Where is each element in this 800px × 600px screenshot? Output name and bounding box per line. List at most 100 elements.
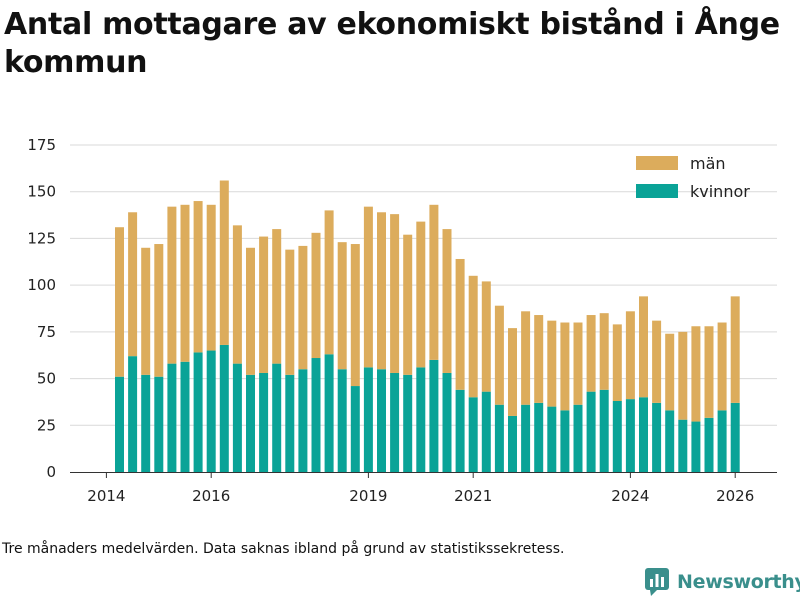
bar-kvinnor (390, 372, 400, 472)
bar-man (219, 180, 229, 345)
x-tick-label: 2014 (87, 487, 125, 505)
bar-kvinnor (403, 374, 413, 472)
bar-man (573, 322, 583, 405)
footnote: Tre månaders medelvärden. Data saknas ib… (2, 541, 565, 557)
bar-man (586, 315, 596, 392)
bar-man (154, 244, 164, 377)
bar-kvinnor (232, 363, 242, 472)
bar-kvinnor (206, 350, 216, 472)
bar-man (560, 322, 570, 411)
bar-man (717, 322, 727, 411)
brand-name: Newsworthy (677, 571, 800, 593)
chart-title: Antal mottagare av ekonomiskt bistånd i … (4, 7, 780, 80)
bar-man (180, 204, 190, 362)
newsworthy-brand[interactable]: Newsworthy (645, 568, 800, 596)
bar-man (442, 229, 452, 373)
bar-kvinnor (416, 367, 426, 472)
bar-man (547, 320, 557, 407)
bar-kvinnor (665, 410, 675, 472)
bar-kvinnor (350, 386, 360, 472)
bar-man (639, 296, 648, 398)
bar-kvinnor (115, 376, 124, 472)
bar-kvinnor (167, 363, 177, 472)
bar-man (468, 275, 478, 398)
bar-man (691, 326, 701, 422)
bar-kvinnor (154, 376, 164, 472)
bar-kvinnor (508, 415, 517, 472)
legend-label: män (690, 154, 726, 173)
x-tick-label: 2024 (611, 487, 649, 505)
bar-man (429, 204, 439, 360)
bar-man (232, 225, 242, 364)
y-tick-label: 25 (37, 416, 56, 434)
y-tick-label: 125 (27, 229, 56, 247)
bar-kvinnor (547, 406, 557, 472)
bar-kvinnor (730, 402, 740, 472)
bar-man (285, 249, 295, 375)
bar-man (272, 229, 282, 364)
bar-kvinnor (180, 361, 190, 472)
bar-kvinnor (377, 369, 386, 472)
x-tick-label: 2016 (192, 487, 230, 505)
bar-kvinnor (521, 404, 531, 472)
x-tick-label: 2026 (716, 487, 754, 505)
y-tick-label: 100 (27, 276, 56, 294)
bar-kvinnor (324, 354, 334, 472)
y-tick-label: 175 (27, 136, 56, 154)
legend-swatch-kvinnor (636, 184, 678, 198)
bar-kvinnor (337, 369, 347, 472)
bar-man (311, 232, 321, 359)
bar-kvinnor (586, 391, 596, 472)
bar-man (599, 313, 609, 390)
y-axis-ticks: 0 25 50 75 100 125 150 175 (27, 136, 56, 481)
bar-kvinnor (704, 417, 714, 472)
x-axis-ticks: 2014 2016 2019 2021 2024 2026 (87, 472, 754, 505)
bar-man (324, 210, 334, 355)
x-tick-label: 2019 (349, 487, 387, 505)
bar-man (377, 212, 386, 370)
bar-kvinnor (363, 367, 373, 472)
bar-man (193, 201, 203, 353)
bar-kvinnor (691, 421, 701, 472)
bar-man (115, 227, 124, 377)
bar-man (167, 206, 177, 364)
bar-kvinnor (429, 359, 439, 472)
bar-man (403, 234, 413, 375)
bar-kvinnor (219, 344, 229, 472)
bar-kvinnor (311, 358, 321, 472)
bar-kvinnor (272, 363, 282, 472)
bars (115, 180, 740, 472)
bar-kvinnor (442, 372, 452, 472)
bar-chart-logo-icon (645, 568, 669, 596)
bar-man (350, 244, 360, 387)
bar-kvinnor (639, 397, 648, 472)
bar-man (390, 214, 400, 373)
bar-man (206, 204, 216, 351)
bar-kvinnor (259, 372, 269, 472)
legend: män kvinnor (636, 154, 750, 201)
bar-kvinnor (298, 369, 308, 472)
bar-man (494, 305, 504, 405)
legend-swatch-man (636, 156, 678, 170)
bar-kvinnor (128, 356, 138, 472)
y-tick-label: 50 (37, 370, 56, 388)
bar-man (612, 324, 622, 401)
bar-kvinnor (652, 402, 662, 472)
bar-man (298, 245, 308, 370)
bar-kvinnor (141, 374, 151, 472)
bar-man (128, 212, 138, 357)
bar-man (652, 320, 662, 403)
bar-man (246, 247, 255, 375)
bar-man (730, 296, 740, 403)
bar-man (625, 311, 635, 400)
bar-man (678, 331, 688, 420)
x-tick-label: 2021 (454, 487, 492, 505)
bar-kvinnor (560, 410, 570, 472)
bar-kvinnor (678, 419, 688, 472)
bar-kvinnor (481, 391, 491, 472)
legend-label: kvinnor (690, 182, 750, 201)
bar-kvinnor (717, 410, 727, 472)
bar-man (337, 242, 347, 370)
bar-man (363, 206, 373, 368)
